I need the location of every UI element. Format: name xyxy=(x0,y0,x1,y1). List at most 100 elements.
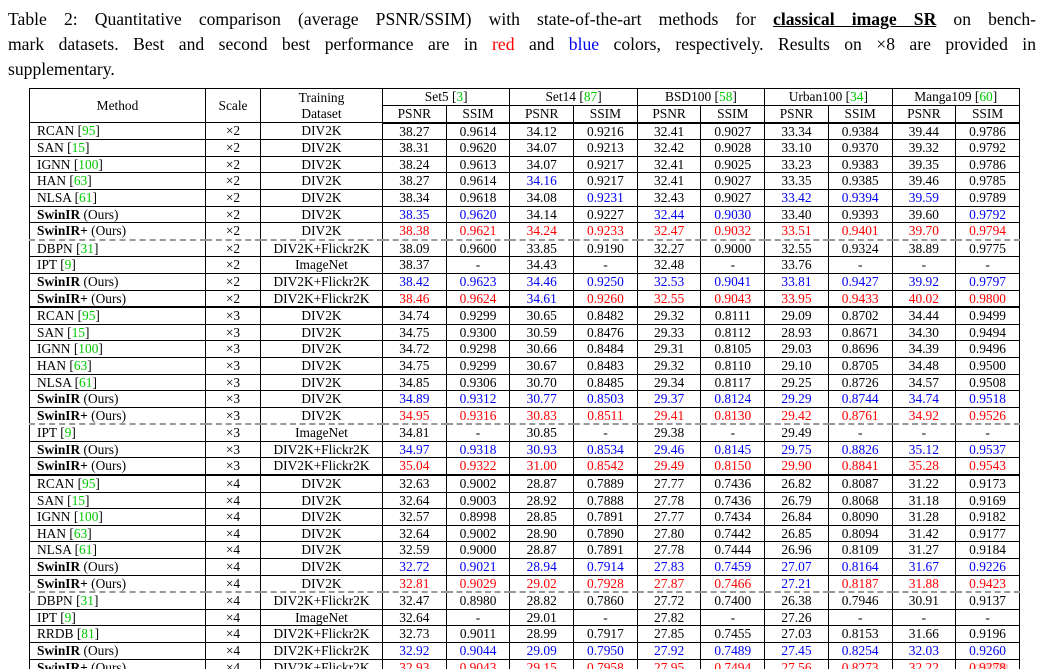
cell-scale: ×3 xyxy=(205,423,261,442)
cell-psnr: 28.94 xyxy=(509,558,575,576)
cell-psnr: 39.60 xyxy=(891,205,957,224)
citation-link[interactable]: 31 xyxy=(80,240,94,256)
cell-psnr: 32.64 xyxy=(382,491,447,510)
cell-psnr: 30.93 xyxy=(509,440,575,459)
cell-training-dataset: DIV2K xyxy=(260,306,383,325)
cell-scale: ×3 xyxy=(205,323,261,342)
citation-link[interactable]: 81 xyxy=(81,626,95,642)
bracket: [ xyxy=(70,156,79,172)
bracket: ] xyxy=(92,189,97,205)
cell-method: IPT [9] xyxy=(29,608,206,627)
cell-ssim: 0.9306 xyxy=(445,373,511,392)
method-name: SwinIR+ xyxy=(37,223,88,239)
bracket: ] xyxy=(85,492,90,508)
cell-ssim: 0.7889 xyxy=(573,474,638,493)
cell-ssim: 0.8090 xyxy=(827,508,893,526)
citation-link[interactable]: 95 xyxy=(82,123,96,139)
cell-ssim: 0.9028 xyxy=(700,139,766,157)
cell-ssim: 0.8130 xyxy=(700,406,766,425)
table-row: IGNN [100] ×2 DIV2K 38.24 0.9613 34.07 0.9217 3… xyxy=(29,155,1020,174)
method-name: RCAN xyxy=(37,123,75,139)
cell-ssim: 0.9021 xyxy=(445,558,511,576)
bracket: [ xyxy=(56,257,65,273)
citation-link[interactable]: 100 xyxy=(78,341,99,357)
cell-ssim: 0.8111 xyxy=(700,306,766,325)
cell-psnr: 38.09 xyxy=(382,238,447,258)
cell-ssim: 0.9800 xyxy=(955,289,1020,308)
cell-ssim: 0.9789 xyxy=(955,188,1020,207)
citation-link[interactable]: 9 xyxy=(64,609,72,625)
cell-ssim: 0.9217 xyxy=(573,172,638,190)
cell-method: SwinIR+ (Ours) xyxy=(29,574,206,593)
citation-link[interactable]: 9 xyxy=(64,425,72,441)
citation-link[interactable]: 63 xyxy=(73,357,88,373)
citation-link[interactable]: 95 xyxy=(82,476,96,492)
citation-link[interactable]: 95 xyxy=(82,308,96,324)
cell-ssim: 0.9044 xyxy=(445,642,511,660)
cell-psnr: 31.42 xyxy=(891,524,957,543)
cell-psnr: 32.55 xyxy=(764,238,829,258)
cell-psnr: 30.65 xyxy=(509,306,575,325)
cell-ssim: 0.9027 xyxy=(700,122,766,141)
cell-psnr: 26.84 xyxy=(764,508,829,526)
citation-link[interactable]: 3 xyxy=(456,89,464,105)
bracket: [ xyxy=(63,140,72,156)
cell-training-dataset: ImageNet xyxy=(260,423,383,442)
cell-psnr: 34.61 xyxy=(509,289,575,308)
cell-psnr: 32.41 xyxy=(636,172,702,190)
cell-ssim: 0.8112 xyxy=(700,323,766,342)
citation-link[interactable]: 63 xyxy=(73,173,88,189)
bracket: ] xyxy=(92,542,97,558)
citation-link[interactable]: 100 xyxy=(78,156,99,172)
citation-link[interactable]: 60 xyxy=(979,89,993,105)
cell-psnr: 29.09 xyxy=(764,306,829,325)
cell-ssim: 0.9173 xyxy=(955,474,1020,493)
cell-psnr: 27.26 xyxy=(764,608,829,627)
citation-link[interactable]: 58 xyxy=(719,89,733,105)
cell-psnr: 31.27 xyxy=(891,541,957,560)
cell-ssim: 0.9494 xyxy=(955,323,1020,342)
citation-link[interactable]: 15 xyxy=(71,324,85,340)
cell-psnr: 33.35 xyxy=(764,172,829,190)
bracket: [ xyxy=(74,123,83,139)
cell-ssim: 0.8117 xyxy=(700,373,766,392)
cell-scale: ×2 xyxy=(205,272,261,291)
bracket: ] xyxy=(92,374,97,390)
citation-link[interactable]: 63 xyxy=(73,525,88,541)
cell-scale: ×2 xyxy=(205,238,261,258)
citation-link[interactable]: 61 xyxy=(79,189,93,205)
cell-method: SwinIR (Ours) xyxy=(29,558,206,576)
citation-link[interactable]: 100 xyxy=(78,509,99,525)
citation-link[interactable]: 34 xyxy=(850,89,864,105)
citation-link[interactable]: 61 xyxy=(79,542,93,558)
cell-scale: ×4 xyxy=(205,541,261,560)
cell-scale: ×4 xyxy=(205,658,261,669)
citation-link[interactable]: 15 xyxy=(71,492,85,508)
method-name: IPT xyxy=(37,257,57,273)
header-ssim: SSIM xyxy=(445,104,511,124)
cell-psnr: 32.59 xyxy=(382,541,447,560)
bracket: [ xyxy=(842,89,851,105)
citation-link[interactable]: 87 xyxy=(583,89,598,105)
cell-ssim: 0.7459 xyxy=(700,558,766,576)
cell-psnr: 34.07 xyxy=(509,155,575,174)
bracket: ] xyxy=(732,89,737,105)
citation-link[interactable]: 61 xyxy=(79,374,93,390)
cell-training-dataset: DIV2K+Flickr2K xyxy=(260,289,383,308)
cell-scale: ×4 xyxy=(205,524,261,543)
cell-psnr: 34.07 xyxy=(509,139,575,157)
cell-ssim: 0.9184 xyxy=(955,541,1020,560)
cell-ssim: 0.9620 xyxy=(445,139,511,157)
cell-psnr: 38.34 xyxy=(382,188,447,207)
cell-training-dataset: DIV2K+Flickr2K xyxy=(260,440,383,459)
citation-link[interactable]: 9 xyxy=(64,257,72,273)
cell-psnr: 33.10 xyxy=(764,139,829,157)
cell-ssim: 0.9227 xyxy=(573,205,638,224)
citation-link[interactable]: 15 xyxy=(71,140,85,156)
cell-psnr: 33.51 xyxy=(764,222,829,241)
cell-psnr: 35.04 xyxy=(382,457,447,476)
bracket: ] xyxy=(71,609,76,625)
citation-link[interactable]: 31 xyxy=(80,593,94,609)
cell-psnr: 33.34 xyxy=(764,122,829,141)
table-row: SwinIR (Ours) ×4 DIV2K+Flickr2K 32.92 0.9044… xyxy=(29,642,1020,660)
